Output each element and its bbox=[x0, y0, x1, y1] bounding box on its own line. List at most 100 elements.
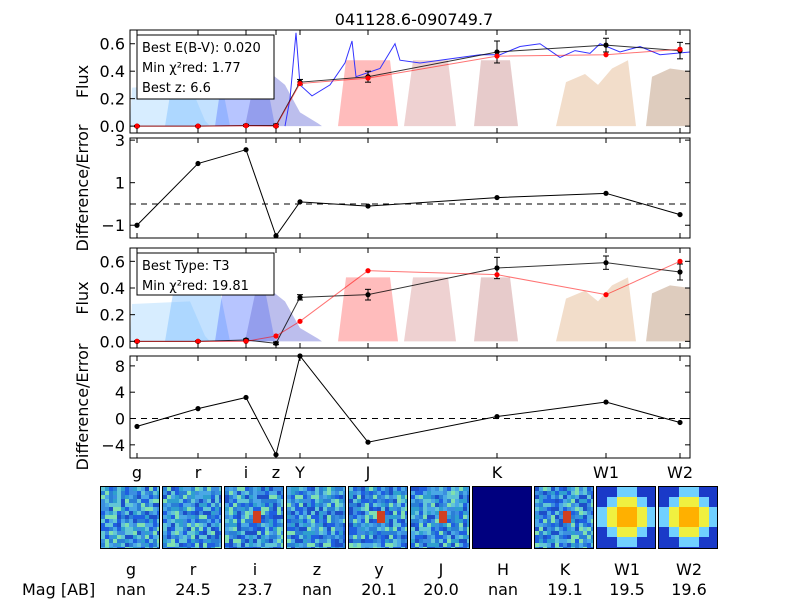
stamp-band-label: i bbox=[252, 560, 258, 579]
residual-point-1-4 bbox=[297, 199, 303, 205]
stamp-mag-value: 19.1 bbox=[547, 580, 583, 599]
residual-point-3-8 bbox=[677, 419, 683, 426]
stamp-z bbox=[286, 486, 346, 549]
filter-curve-2-4 bbox=[338, 277, 398, 342]
stamp-band-label: y bbox=[374, 560, 384, 579]
residual-point-3-7 bbox=[603, 399, 609, 405]
band-label-g: g bbox=[132, 463, 142, 482]
residual-point-1-1 bbox=[195, 160, 201, 167]
stamp-image-z bbox=[287, 487, 345, 548]
filter-curve-0-4 bbox=[338, 60, 398, 127]
band-label-r: r bbox=[195, 463, 202, 482]
model-point-0-0 bbox=[134, 123, 140, 129]
band-label-K: K bbox=[492, 463, 503, 482]
stamp-H bbox=[472, 486, 532, 549]
band-label-J: J bbox=[365, 463, 371, 482]
stamp-image-W1 bbox=[597, 487, 655, 548]
ytick-label-0-0: 0.0 bbox=[100, 117, 125, 136]
model-point-2-6 bbox=[494, 272, 500, 278]
stamp-band-label: W2 bbox=[676, 560, 702, 579]
stamp-y bbox=[348, 486, 408, 549]
ytick-label-2-3: 0.6 bbox=[100, 252, 125, 271]
model-point-2-8 bbox=[677, 258, 683, 264]
stamp-image-W2 bbox=[659, 487, 717, 548]
ytick-label-3-1: 4 bbox=[115, 383, 125, 402]
filter-curve-0-6 bbox=[474, 60, 518, 127]
stamp-mag-value: 20.0 bbox=[423, 580, 459, 599]
legend-box-0 bbox=[136, 34, 275, 100]
stamp-band-label: H bbox=[496, 560, 510, 579]
model-point-2-1 bbox=[195, 338, 201, 344]
stamp-image-g bbox=[101, 487, 159, 548]
observed-point-0-7 bbox=[603, 42, 609, 48]
stamp-image-i bbox=[225, 487, 283, 548]
model-spectrum bbox=[284, 32, 691, 127]
legend-line-0-1: Min χ²red: 1.77 bbox=[142, 61, 241, 76]
stamp-band-label: W1 bbox=[614, 560, 640, 579]
ytick-label-1-0: 3 bbox=[115, 131, 125, 150]
band-label-W2: W2 bbox=[667, 463, 693, 482]
model-point-2-5 bbox=[365, 268, 371, 274]
model-point-0-1 bbox=[195, 123, 201, 129]
model-point-0-7 bbox=[603, 52, 609, 58]
ylabel-3: Difference/Error bbox=[73, 343, 92, 470]
ytick-label-3-3: −4 bbox=[101, 436, 125, 455]
model-point-0-6 bbox=[494, 53, 500, 59]
band-label-z: z bbox=[272, 463, 280, 482]
ytick-label-2-2: 0.4 bbox=[100, 279, 125, 298]
residual-point-3-2 bbox=[243, 394, 249, 401]
stamp-band-label: K bbox=[559, 560, 571, 579]
mag-label: Mag [AB] bbox=[22, 580, 96, 599]
stamp-band-label: z bbox=[312, 560, 322, 579]
stamp-image-K bbox=[535, 487, 593, 548]
residual-point-1-8 bbox=[677, 211, 683, 218]
stamp-i bbox=[224, 486, 284, 549]
ytick-label-1-1: 1 bbox=[115, 174, 125, 193]
model-point-0-8 bbox=[677, 46, 683, 52]
filter-curve-2-6 bbox=[474, 277, 518, 342]
stamp-mag-value: nan bbox=[487, 580, 519, 599]
stamp-mag-value: 23.7 bbox=[237, 580, 273, 599]
band-label-W1: W1 bbox=[593, 463, 619, 482]
model-point-2-0 bbox=[134, 338, 140, 344]
ylabel-2: Flux bbox=[73, 281, 92, 314]
legend-box-2 bbox=[136, 252, 275, 296]
filter-curve-2-0 bbox=[130, 301, 210, 342]
ylabel-1: Difference/Error bbox=[73, 124, 92, 251]
model-point-0-4 bbox=[297, 80, 303, 87]
legend-line-2-1: Min χ²red: 19.81 bbox=[142, 279, 249, 294]
axes-frame-2 bbox=[129, 247, 691, 349]
observed-point-2-4 bbox=[297, 294, 303, 300]
ytick-label-1-2: −1 bbox=[101, 216, 125, 235]
observed-point-2-7 bbox=[603, 260, 609, 266]
observed-point-0-6 bbox=[494, 49, 500, 55]
figure-title: 041128.6-090749.7 bbox=[335, 10, 493, 29]
stamp-mag-value: 24.5 bbox=[175, 580, 211, 599]
filter-curve-2-8 bbox=[646, 285, 690, 342]
stamp-mag-value: nan bbox=[115, 580, 147, 599]
band-label-Y: Y bbox=[294, 463, 305, 482]
stamp-J bbox=[410, 486, 470, 549]
ytick-label-3-0: 8 bbox=[115, 357, 125, 376]
axes-frame-1 bbox=[129, 137, 691, 239]
filter-curve-2-1 bbox=[165, 281, 230, 342]
model-point-0-2 bbox=[243, 123, 249, 129]
stamp-mag-value: 19.6 bbox=[671, 580, 707, 599]
stamp-W1 bbox=[596, 486, 656, 549]
model-point-2-4 bbox=[297, 318, 303, 324]
stamp-band-label: r bbox=[189, 560, 197, 579]
stamp-image-H bbox=[473, 487, 531, 548]
filter-curve-0-7 bbox=[556, 60, 636, 127]
residual-point-3-5 bbox=[365, 439, 371, 445]
stamp-image-J bbox=[411, 487, 469, 548]
stamp-band-label: J bbox=[438, 560, 444, 579]
stamp-band-label: g bbox=[125, 560, 137, 579]
ytick-label-0-3: 0.6 bbox=[100, 35, 125, 54]
filter-curve-0-5 bbox=[404, 60, 456, 127]
axes-frame-0 bbox=[129, 29, 691, 134]
observed-point-2-6 bbox=[494, 265, 500, 271]
residual-point-1-7 bbox=[603, 190, 609, 196]
residual-point-1-5 bbox=[365, 203, 371, 209]
stamp-W2 bbox=[658, 486, 718, 549]
